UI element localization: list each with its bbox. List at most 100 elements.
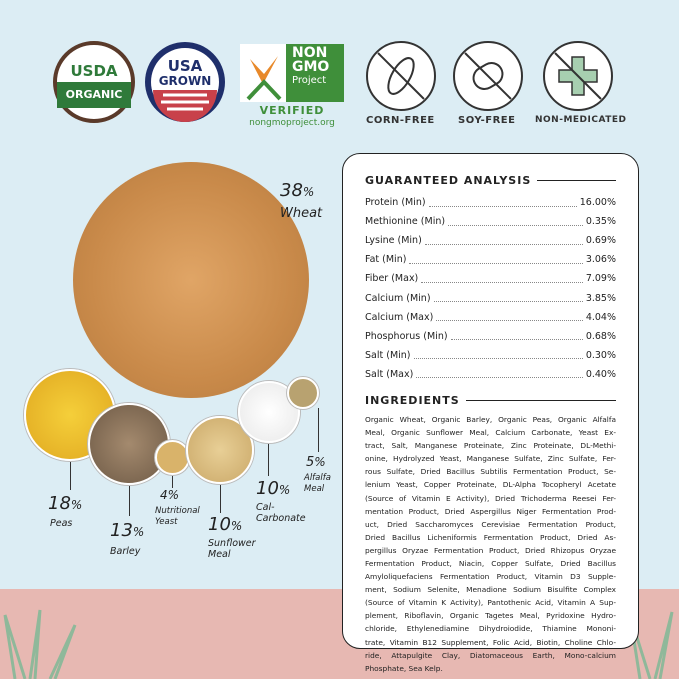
yeast-percent: 4% [160, 488, 180, 502]
calcium-percent: 10% [256, 478, 291, 499]
usda-organic-logo: USDA ORGANIC [52, 40, 136, 124]
yeast-image [155, 440, 190, 475]
dot-leader [436, 313, 583, 322]
analysis-row: Fat (Min) 3.06% [365, 250, 616, 269]
analysis-row: Phosphorus (Min) 0.68% [365, 327, 616, 346]
analysis-row: Methionine (Min) 0.35% [365, 212, 616, 231]
peas-label: Peas [50, 518, 73, 529]
wheat-percent: 38% [280, 180, 315, 201]
nutrient-label: Methionine (Min) [365, 216, 446, 228]
ingredients-line: Dried Bacillus Licheniformis Fermentatio… [365, 532, 616, 542]
ingredients-line: trate, Vitamin B12 Supplement, Folic Aci… [365, 637, 616, 647]
nutrient-value: 3.06% [585, 254, 616, 266]
non-gmo-verified-logo: NON GMO Project VERIFIED nongmoproject.org [236, 40, 348, 128]
nutrient-value: 16.00% [579, 197, 616, 209]
analysis-heading: GUARANTEED ANALYSIS [365, 174, 616, 187]
nutrient-value: 0.30% [585, 349, 616, 361]
nutrient-label: Phosphorus (Min) [365, 330, 448, 342]
barley-label: Barley [110, 546, 141, 557]
wheat-label: Wheat [280, 206, 323, 221]
non-text: NON [292, 45, 328, 61]
dot-leader [448, 218, 583, 226]
ingredients-line: (Source of Vitamin E Activity), Dried Tr… [365, 493, 616, 503]
ingredients-line: onine, Hydrolyzed Yeast, Manganese Sulfa… [365, 454, 616, 464]
ingredients-line: Phosphate, Sea Kelp. [365, 663, 443, 673]
dot-leader [428, 199, 577, 207]
nutrient-value: 0.40% [585, 368, 616, 380]
ingredients-line: chloride, Ethylenediamine Dihydroiodide,… [365, 624, 616, 634]
ingredients-heading: INGREDIENTS [365, 394, 616, 407]
yeast-label: Nutritional Yeast [155, 506, 200, 527]
dot-leader [413, 351, 583, 360]
analysis-row: Fiber (Max) 7.09% [365, 269, 616, 288]
ingredients-line: mentation Product, Dried Aspergillus Nig… [365, 506, 616, 516]
nutrient-value: 0.69% [585, 235, 616, 247]
dot-leader [421, 275, 583, 283]
ingredients-line: ment, Sodium Selenite, Menadione Sodium … [365, 585, 616, 595]
ingredients-line: Organic Wheat, Organic Barley, Organic P… [365, 414, 616, 424]
analysis-row: Lysine (Min) 0.69% [365, 231, 616, 250]
corn-free-icon [366, 41, 436, 111]
wheat-image [73, 162, 309, 398]
project-text: Project [292, 75, 327, 86]
analysis-row: Calcium (Min) 3.85% [365, 288, 616, 307]
non-medicated-icon [543, 41, 613, 111]
soy-free-icon [453, 41, 523, 111]
nutrient-label: Protein (Min) [365, 197, 426, 209]
nutrient-label: Lysine (Min) [365, 235, 422, 247]
corn-free-label: CORN-FREE [366, 115, 435, 126]
ingredients-line: lenium Yeast, Copper Proteinate, DL-Alph… [365, 480, 616, 490]
analysis-row: Salt (Min) 0.30% [365, 346, 616, 365]
calcium-leader-line [268, 444, 269, 476]
nutrient-label: Calcium (Max) [365, 311, 434, 323]
nutrient-value: 0.35% [585, 216, 616, 228]
ingredients-line: Meal, Organic Sunflower Meal, Calcium Ca… [365, 428, 616, 438]
gmo-text: GMO [292, 59, 330, 75]
calcium-label: Cal-Carbonate [256, 502, 306, 524]
barley-leader-line [129, 486, 130, 516]
analysis-row: Calcium (Max) 4.04% [365, 308, 616, 327]
dot-leader [424, 237, 583, 245]
analysis-row: Protein (Min) 16.00% [365, 193, 616, 212]
butterfly-icon [240, 44, 286, 102]
ingredients-line: tract, Salt, Manganese Proteinate, Zinc … [365, 441, 616, 451]
peas-percent: 18% [48, 493, 83, 514]
analysis-row: Salt (Max) 0.40% [365, 365, 616, 384]
dot-leader [409, 256, 583, 264]
soy-free-label: SOY-FREE [458, 115, 516, 126]
verified-text: VERIFIED [259, 104, 325, 117]
nutrient-label: Salt (Min) [365, 349, 411, 361]
dot-leader [416, 370, 583, 379]
ingredients-line: pergillus Oryzae Fermentation Product, D… [365, 545, 616, 555]
nutrient-label: Fat (Min) [365, 254, 407, 266]
usa-grown-logo: USA GROWN [143, 40, 227, 124]
ingredients-line: (Source of Vitamin K Activity), Pantothe… [365, 598, 616, 608]
alfalfa-leader-line [318, 408, 319, 452]
dot-leader [433, 294, 583, 303]
organic-text: ORGANIC [65, 88, 123, 101]
nutrient-label: Calcium (Min) [365, 292, 431, 304]
non-medicated-label: NON-MEDICATED [535, 115, 627, 125]
sunflower-label: Sunflower Meal [208, 538, 256, 560]
dot-leader [450, 332, 583, 341]
alfalfa-label: Alfalfa Meal [304, 473, 331, 494]
alfalfa-percent: 5% [306, 455, 326, 470]
sunflower-leader-line [220, 485, 221, 513]
nutrition-card: GUARANTEED ANALYSIS Protein (Min) 16.00% M… [342, 153, 639, 673]
barley-percent: 13% [110, 520, 145, 541]
analysis-table: Protein (Min) 16.00% Methionine (Min) 0.35%… [365, 193, 616, 384]
nutrient-value: 4.04% [585, 311, 616, 323]
grown-text: GROWN [158, 74, 212, 88]
alfalfa-image [287, 377, 319, 409]
usda-text: USDA [70, 62, 118, 80]
sunflower-percent: 10% [208, 514, 243, 535]
barley-image [88, 403, 170, 485]
ingredients-line: Fermentation Product, Niacin, Copper Sul… [365, 558, 616, 568]
nutrient-value: 3.85% [585, 292, 616, 304]
ingredients-line: uct, Dried Saccharomyces Cerevisiae Ferm… [365, 519, 616, 529]
nutrient-label: Salt (Max) [365, 368, 414, 380]
ingredients-line: plement, Riboflavin, Organic Tagetes Mea… [365, 611, 616, 621]
yeast-leader-line [172, 476, 173, 488]
nutrient-label: Fiber (Max) [365, 273, 419, 285]
ingredients-list: Organic Wheat, Organic Barley, Organic P… [365, 413, 616, 675]
